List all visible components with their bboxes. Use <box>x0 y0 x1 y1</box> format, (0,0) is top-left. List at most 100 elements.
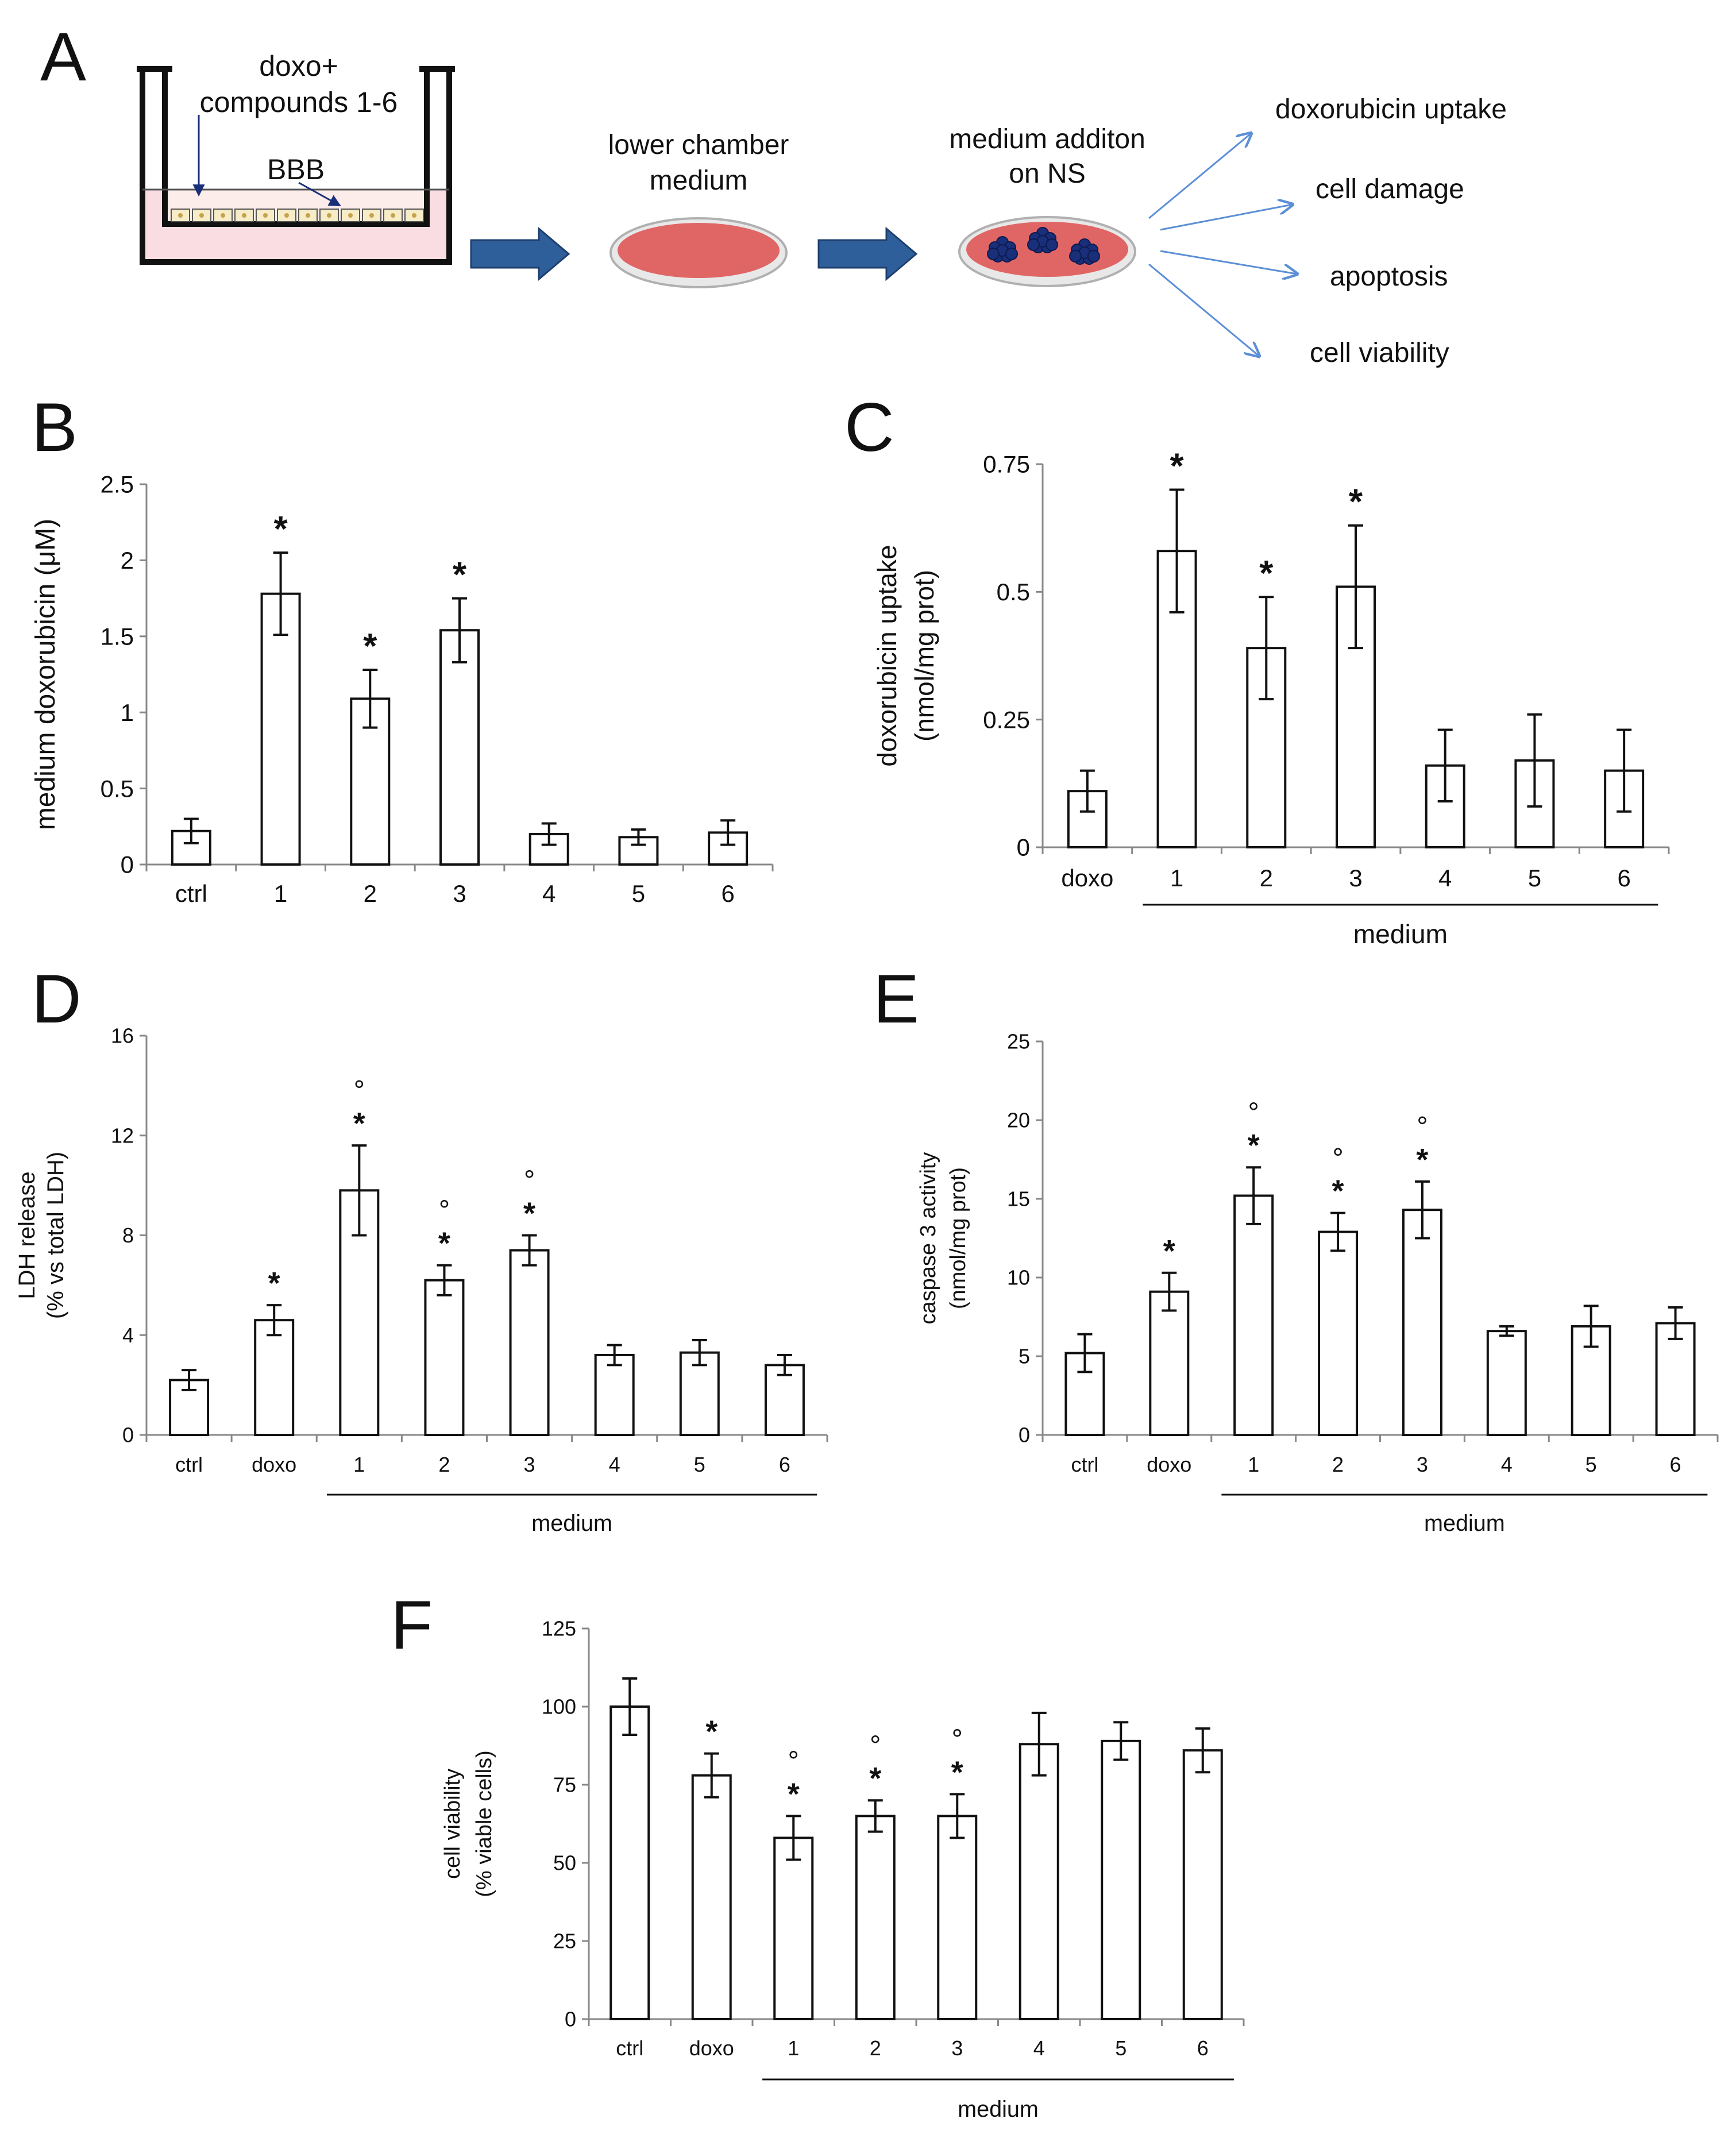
y-tick-label: 16 <box>111 1024 134 1048</box>
category-label: 4 <box>542 880 555 907</box>
significance-star: * <box>353 1106 365 1141</box>
significance-star: * <box>453 555 467 595</box>
category-label: 4 <box>1501 1453 1513 1476</box>
y-tick-label: 0 <box>122 1423 134 1447</box>
bbb-cell-nucleus <box>391 213 395 218</box>
significance-circle: ° <box>439 1195 450 1226</box>
y-tick-label: 50 <box>553 1851 576 1875</box>
category-label: 1 <box>353 1453 365 1476</box>
neurosphere-dish <box>958 216 1136 287</box>
y-tick-label: 0 <box>1017 834 1030 861</box>
y-tick-label: 1 <box>121 699 134 726</box>
bbb-cell-nucleus <box>242 213 246 218</box>
category-label: doxo <box>1147 1453 1191 1476</box>
y-axis-label: (% vs total LDH) <box>43 1152 68 1319</box>
significance-circle: ° <box>354 1075 365 1106</box>
bar <box>855 1815 896 2020</box>
dish-1-label-line1: lower chamber <box>608 130 789 160</box>
significance-star: * <box>951 1755 963 1789</box>
y-axis-label: caspase 3 activity <box>916 1152 940 1325</box>
panel-a: A doxo+ compounds 1-6 BBB lower <box>40 18 1507 368</box>
group-label: medium <box>958 2097 1039 2122</box>
category-label: 4 <box>1033 2036 1045 2060</box>
bbb-cell-nucleus <box>284 213 289 218</box>
y-tick-label: 0.5 <box>101 775 134 802</box>
y-tick-label: 100 <box>542 1695 576 1719</box>
y-tick-label: 75 <box>553 1773 576 1797</box>
bbb-cell-nucleus <box>348 213 353 218</box>
category-label: 2 <box>1332 1453 1344 1476</box>
panel-c-letter: C <box>844 389 894 466</box>
panel-e-letter: E <box>873 960 919 1037</box>
y-tick-label: 2 <box>121 547 134 574</box>
y-axis-label: (nmol/mg prot) <box>909 570 939 742</box>
bar <box>609 1705 650 2020</box>
y-axis-label: doxorubicin uptake <box>872 545 902 766</box>
significance-circle: ° <box>952 1724 963 1755</box>
outcome-arrow-viability <box>1148 263 1259 356</box>
y-tick-label: 10 <box>1007 1266 1030 1290</box>
panel-b-letter: B <box>32 389 78 466</box>
category-label: 4 <box>1438 865 1452 892</box>
bar <box>1233 1194 1274 1437</box>
significance-star: * <box>1332 1174 1344 1209</box>
panel-c: C 0 0.25 0.5 0.75 doxo * 1 * 2 * 3 4 5 6 doxorubicin u… <box>844 389 1670 949</box>
y-tick-label: 0 <box>565 2008 576 2031</box>
y-tick-label: 125 <box>542 1617 576 1641</box>
bbb-cell-nucleus <box>412 213 416 218</box>
category-label: 5 <box>694 1453 705 1476</box>
bbb-arrow <box>298 182 341 207</box>
outcome-cell-viability: cell viability <box>1310 338 1449 368</box>
category-label: 5 <box>632 880 645 907</box>
y-tick-label: 1.5 <box>101 623 134 650</box>
outcome-cell-damage: cell damage <box>1315 174 1464 204</box>
significance-star: * <box>1349 483 1363 522</box>
outcome-doxorubicin-uptake: doxorubicin uptake <box>1275 94 1507 125</box>
lower-chamber-dish <box>609 217 788 288</box>
group-label: medium <box>1353 919 1448 949</box>
y-tick-label: 0 <box>121 851 134 878</box>
neurospheres <box>987 227 1100 265</box>
panel-d-letter: D <box>32 960 82 1037</box>
dish-2-label-line2: on NS <box>1009 159 1085 189</box>
flow-arrow-2 <box>817 226 918 281</box>
bbb-cell-layer <box>171 209 424 222</box>
significance-circle: ° <box>1248 1097 1259 1128</box>
bbb-label: BBB <box>267 153 325 186</box>
bar <box>594 1354 635 1436</box>
neurosphere-cell <box>987 248 1000 260</box>
bar <box>1402 1209 1442 1436</box>
outcome-arrow-uptake <box>1148 133 1251 219</box>
significance-star: * <box>1416 1143 1428 1177</box>
significance-circle: ° <box>788 1746 799 1777</box>
y-tick-label: 25 <box>553 1930 576 1953</box>
bar <box>260 592 301 866</box>
bar <box>773 1836 814 2020</box>
significance-star: * <box>268 1266 280 1301</box>
outcome-arrow-damage <box>1160 204 1293 231</box>
category-label: doxo <box>252 1453 296 1476</box>
neurosphere-cell <box>1069 250 1082 263</box>
y-tick-label: 15 <box>1007 1187 1030 1211</box>
category-label: 1 <box>274 880 287 907</box>
significance-star: * <box>274 510 288 549</box>
significance-star: * <box>1170 446 1185 486</box>
significance-circle: ° <box>1332 1143 1343 1174</box>
bbb-cell-nucleus <box>221 213 225 218</box>
transwell-insert <box>137 66 455 265</box>
y-axis-label: medium doxorubicin (μM) <box>30 519 61 830</box>
bar <box>937 1815 978 2020</box>
bbb-cell-nucleus <box>327 213 331 218</box>
y-tick-label: 5 <box>1019 1345 1030 1368</box>
bbb-cell-nucleus <box>178 213 183 218</box>
category-label: ctrl <box>175 1453 203 1476</box>
y-tick-label: 25 <box>1007 1030 1030 1054</box>
neurosphere-cell <box>1046 238 1058 251</box>
category-label: doxo <box>1061 865 1113 892</box>
y-tick-label: 4 <box>122 1323 134 1347</box>
y-tick-label: 0.75 <box>983 451 1030 478</box>
